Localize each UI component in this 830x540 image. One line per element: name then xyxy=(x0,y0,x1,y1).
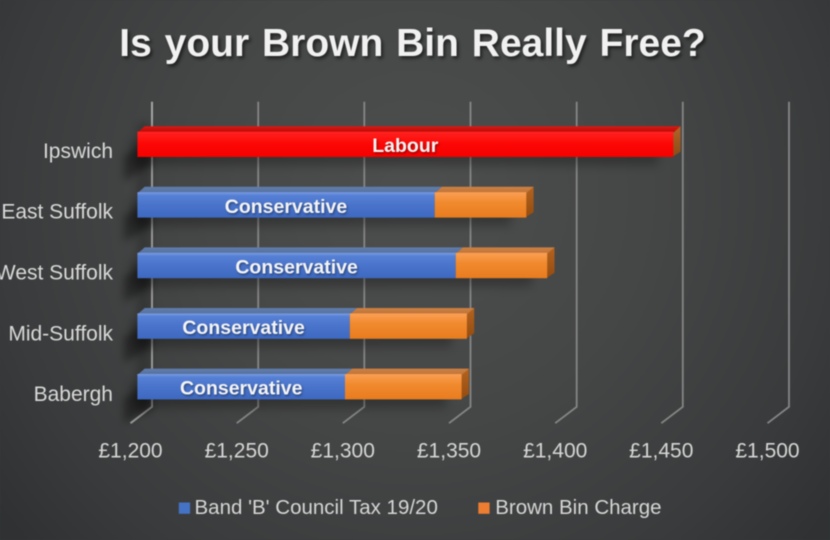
svg-text:Conservative: Conservative xyxy=(235,256,358,278)
svg-text:Brown Bin Charge: Brown Bin Charge xyxy=(495,496,661,519)
svg-text:£1,450: £1,450 xyxy=(629,440,693,463)
svg-text:£1,350: £1,350 xyxy=(417,440,481,463)
svg-text:£1,400: £1,400 xyxy=(523,440,587,463)
svg-text:Conservative: Conservative xyxy=(182,317,305,339)
svg-text:£1,500: £1,500 xyxy=(735,440,799,463)
svg-text:Conservative: Conservative xyxy=(225,196,348,218)
svg-text:Mid-Suffolk: Mid-Suffolk xyxy=(8,322,113,345)
svg-text:Labour: Labour xyxy=(372,135,438,157)
svg-text:Ipswich: Ipswich xyxy=(43,140,113,163)
svg-text:Babergh: Babergh xyxy=(34,383,113,406)
svg-text:Conservative: Conservative xyxy=(180,378,303,400)
svg-text:East Suffolk: East Suffolk xyxy=(1,201,113,224)
svg-text:West Suffolk: West Suffolk xyxy=(0,262,113,285)
svg-text:£1,200: £1,200 xyxy=(98,440,162,463)
svg-text:£1,300: £1,300 xyxy=(311,440,375,463)
svg-text:Band 'B' Council Tax 19/20: Band 'B' Council Tax 19/20 xyxy=(195,496,438,519)
svg-text:Is your Brown Bin Really Free?: Is your Brown Bin Really Free? xyxy=(119,22,705,65)
svg-text:£1,250: £1,250 xyxy=(205,440,269,463)
